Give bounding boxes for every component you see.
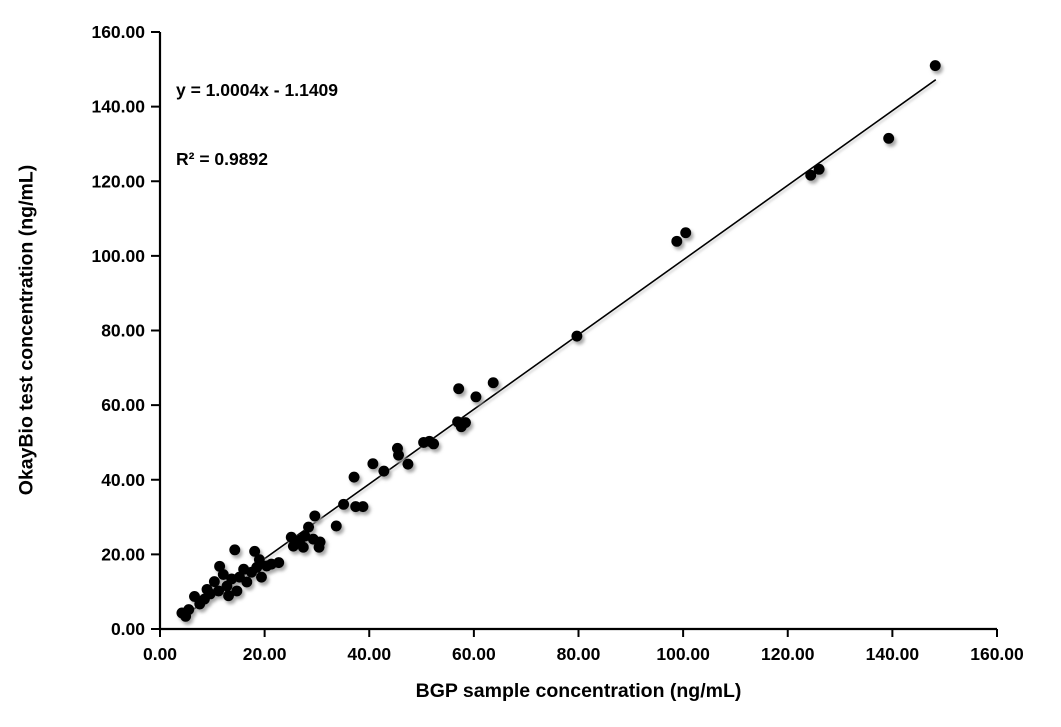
regression-annotation: y = 1.0004x - 1.1409 R² = 0.9892 <box>176 33 338 217</box>
data-point <box>213 585 225 597</box>
x-axis-title: BGP sample concentration (ng/mL) <box>415 680 742 702</box>
data-point <box>338 498 350 510</box>
data-point <box>453 383 465 395</box>
data-point <box>805 169 817 181</box>
data-point <box>571 330 583 342</box>
y-tick-label: 160.00 <box>91 22 145 42</box>
data-point <box>223 590 235 602</box>
x-tick-label: 100.00 <box>656 644 710 664</box>
data-point <box>883 132 895 144</box>
data-point <box>255 571 267 583</box>
data-point <box>253 554 265 566</box>
data-point <box>285 531 297 543</box>
data-point <box>208 576 220 588</box>
x-tick-label: 80.00 <box>557 644 601 664</box>
data-point <box>314 536 326 548</box>
y-axis-title: OkayBio test concentration (ng/mL) <box>15 164 38 496</box>
y-tick-label: 140.00 <box>91 97 145 117</box>
y-tick-label: 120.00 <box>91 171 145 191</box>
data-point <box>393 449 405 461</box>
data-point <box>460 417 472 429</box>
data-point <box>330 520 342 532</box>
data-point <box>402 458 414 470</box>
data-point <box>241 576 253 588</box>
y-tick-label: 20.00 <box>101 544 145 564</box>
data-point <box>183 604 195 616</box>
x-tick-label: 140.00 <box>866 644 920 664</box>
data-point <box>680 227 692 239</box>
data-point <box>470 391 482 403</box>
y-tick-label: 100.00 <box>91 246 145 266</box>
data-point <box>348 471 360 483</box>
data-point <box>929 60 941 72</box>
data-point <box>671 235 683 247</box>
r-squared-value: R² = 0.9892 <box>176 149 268 169</box>
data-point <box>229 544 241 556</box>
data-point <box>813 163 825 175</box>
data-point <box>428 438 440 450</box>
y-tick-label: 40.00 <box>101 470 145 490</box>
y-tick-label: 0.00 <box>111 619 145 639</box>
x-tick-label: 160.00 <box>970 644 1024 664</box>
data-point <box>299 530 311 542</box>
x-tick-label: 0.00 <box>143 644 177 664</box>
data-point <box>217 569 229 581</box>
data-point <box>249 545 261 557</box>
x-tick-label: 20.00 <box>243 644 287 664</box>
x-tick-label: 120.00 <box>761 644 815 664</box>
regression-equation: y = 1.0004x - 1.1409 <box>176 80 339 100</box>
x-tick-label: 40.00 <box>347 644 391 664</box>
data-point <box>367 458 379 470</box>
data-point <box>297 541 309 553</box>
data-points <box>176 60 941 622</box>
y-tick-label: 60.00 <box>101 395 145 415</box>
data-point <box>273 557 285 569</box>
data-point <box>231 585 243 597</box>
data-point <box>487 377 499 389</box>
data-point <box>378 465 390 477</box>
data-point <box>357 501 369 513</box>
data-point <box>309 510 321 522</box>
data-point <box>204 588 216 600</box>
y-tick-label: 80.00 <box>101 321 145 341</box>
data-point <box>214 560 226 572</box>
x-tick-label: 60.00 <box>452 644 496 664</box>
data-point <box>303 521 315 533</box>
